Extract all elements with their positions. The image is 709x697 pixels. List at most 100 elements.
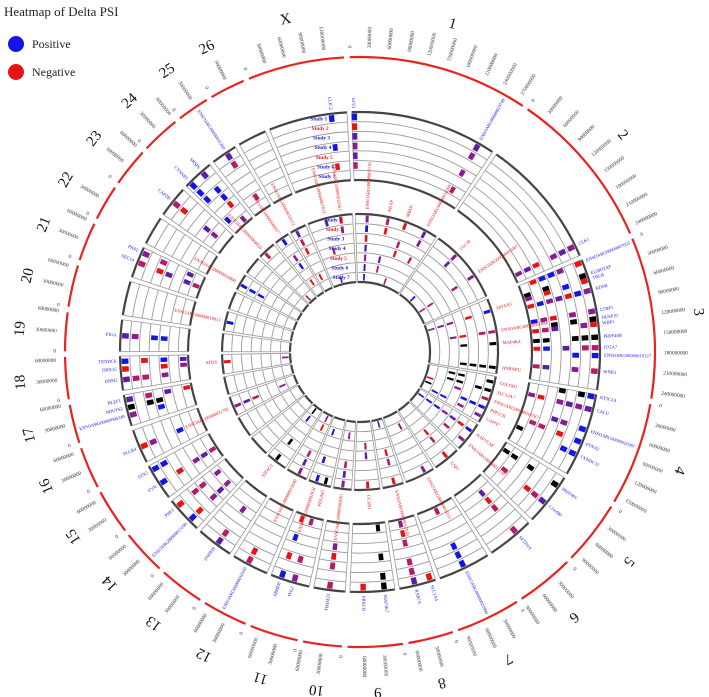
inner-ring-1-5 [356, 262, 410, 278]
outer-heatmap-cell-4-2 [556, 267, 565, 275]
ideogram-1 [349, 55, 524, 107]
outer-ring-19-4 [158, 324, 162, 352]
inner-ring-2-1 [432, 246, 478, 301]
outer-heatmap-cell-33-3 [209, 492, 218, 501]
outer-heatmap-cell-39-2 [146, 399, 155, 406]
tick-label-1-7: 210000000 [484, 53, 500, 77]
tick-label-X-0: 0 [242, 67, 249, 72]
outer-heatmap-cell-2-1 [467, 151, 476, 161]
outer-ring-5-0 [531, 477, 566, 521]
ideogram-16 [80, 447, 99, 488]
outer-ring-9-0 [349, 588, 396, 594]
inner-border-6-0 [408, 401, 458, 451]
inner-ring-23-5 [286, 291, 295, 302]
inner-ring-14-6 [297, 401, 307, 411]
tick-label-3-7: 210000000 [663, 371, 688, 379]
outer-heatmap-cell-49-3 [220, 193, 229, 202]
inner-heatmap-cell-23-5 [331, 428, 336, 436]
outer-gene-label-49: SRSF6 [189, 157, 202, 171]
tick-label-16-1: 30000000 [61, 470, 83, 484]
chromosome-label-24: 24 [119, 90, 141, 112]
outer-border-13-1 [200, 480, 246, 532]
inner-heatmap-cell-6-2 [464, 315, 473, 320]
chromosome-label-22: 22 [55, 169, 76, 190]
outer-border-7-1 [416, 514, 441, 579]
outer-heatmap-cell-46-0 [141, 250, 151, 259]
inner-ring-10-4 [340, 448, 354, 452]
inner-heatmap-cell-18-0 [420, 465, 427, 473]
inner-ring-10-0 [333, 486, 352, 491]
inner-ring-9-5 [356, 440, 374, 442]
inner-heatmap-cell-0-1 [365, 225, 369, 233]
outer-heatmap-cell-26-0 [380, 582, 387, 590]
outer-heatmap-cell-0-0 [328, 114, 335, 123]
inner-heatmap-cell-33-0 [324, 219, 329, 227]
inner-ring-22-6 [288, 307, 295, 317]
inner-ring-9-4 [355, 449, 375, 452]
outer-heatmap-cell-0-5 [335, 163, 341, 171]
inner-heatmap-cell-15-5 [425, 398, 433, 404]
outer-heatmap-cell-21-5 [500, 466, 509, 474]
outer-heatmap-cell-3-5 [523, 266, 532, 273]
outer-heatmap-cell-44-4 [160, 336, 168, 341]
inner-ring-17-1 [233, 374, 239, 392]
inner-ring-11-4 [323, 443, 340, 450]
outer-heatmap-cell-33-1 [195, 506, 204, 515]
inner-ring-23-7 [301, 303, 310, 313]
outer-heatmap-cell-11-2 [571, 335, 579, 342]
outer-ring-25-3 [230, 171, 251, 186]
inner-ring-2-7 [399, 293, 426, 325]
inner-heatmap-cell-4-6 [409, 295, 416, 302]
outer-heatmap-cell-45-0 [137, 260, 147, 268]
outer-ring-1-3 [352, 140, 477, 177]
inner-ring-X-2 [315, 233, 354, 243]
outer-gene-label-41: DNM2 [104, 377, 118, 384]
inner-heatmap-cell-24-0 [297, 467, 304, 475]
inner-track-label-3: Study 4 [329, 246, 346, 252]
chromosome-label-18: 18 [12, 374, 29, 390]
outer-ring-26-0 [238, 130, 266, 146]
inner-heatmap-cell-26-0 [234, 402, 242, 408]
outer-track-label-2: Study 3 [313, 136, 330, 142]
outer-heatmap-cell-17-0 [578, 425, 587, 433]
outer-heatmap-cell-41-2 [142, 374, 150, 380]
inner-border-X-1 [352, 214, 357, 283]
outer-heatmap-cell-1-3 [352, 142, 358, 150]
outer-heatmap-cell-36-0 [151, 464, 160, 473]
outer-ring-19-3 [148, 323, 152, 352]
outer-border-25-0 [213, 161, 256, 217]
ideogram-10 [302, 640, 343, 648]
outer-gene-label-30: ABHD8 [272, 581, 282, 598]
outer-ring-11-2 [278, 556, 314, 569]
outer-heatmap-cell-34-0 [176, 499, 185, 509]
inner-heatmap-cell-1-0 [385, 218, 390, 226]
inner-heatmap-cell-3-1 [415, 239, 422, 248]
inner-ring-7-4 [392, 435, 413, 446]
inner-ring-19-3 [250, 337, 253, 352]
inner-ring-14-5 [289, 407, 300, 418]
outer-gene-label-26: MAP3K7 [383, 594, 390, 613]
inner-gene-label-25: EIF4G3 [261, 463, 274, 478]
outer-heatmap-cell-8-2 [568, 311, 577, 318]
inner-border-6-1 [398, 410, 436, 468]
inner-track-label-6: Study 7 [333, 275, 350, 281]
inner-border-5-1 [409, 400, 460, 449]
inner-border-14-0 [265, 403, 313, 454]
outer-heatmap-cell-24-0 [425, 572, 433, 581]
inner-gene-label-22: PDLIM5 [317, 489, 326, 507]
outer-border-15-1 [148, 433, 209, 467]
inner-gene-label-7: ENSOARG00000007084 [501, 320, 549, 332]
inner-heatmap-cell-14-0 [473, 411, 482, 418]
ideogram-14 [127, 534, 161, 570]
inner-ring-7-2 [399, 452, 424, 465]
tick-label-4-2: 60000000 [648, 442, 670, 454]
inner-heatmap-cell-2-0 [402, 222, 408, 231]
inner-gene-label-13: PPP1CB [490, 408, 507, 419]
outer-gene-label-13: ENSOARG00000018127 [604, 353, 652, 359]
inner-ring-24-2 [273, 259, 287, 271]
outer-border-15-0 [168, 455, 224, 498]
inner-border-2-0 [399, 238, 439, 295]
inner-gene-label-2: MBD5 [405, 204, 414, 218]
inner-ring-15-7 [297, 384, 306, 396]
inner-ring-2-0 [437, 237, 488, 297]
